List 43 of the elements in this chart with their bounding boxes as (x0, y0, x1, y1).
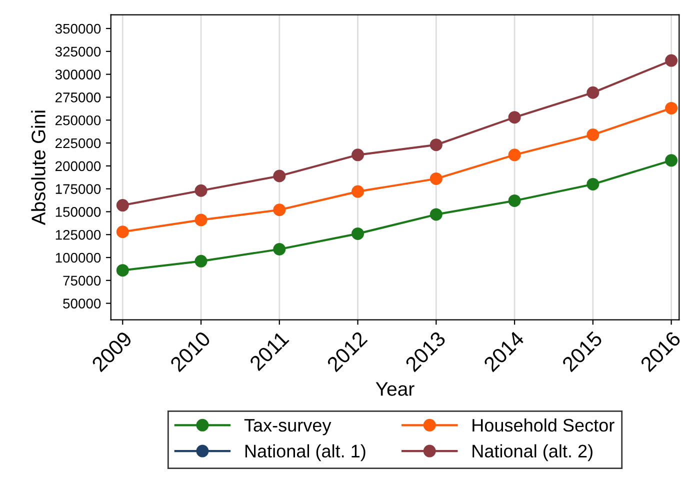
y-tick-label: 250000 (56, 115, 101, 126)
point (273, 243, 286, 256)
legend-label: Household Sector (472, 418, 614, 432)
y-tick-label: 50000 (63, 298, 101, 308)
point (194, 184, 208, 197)
point (352, 148, 364, 162)
point (430, 138, 442, 152)
legend-label: National (alt. 1) (245, 444, 366, 462)
y-tick-label: 300000 (55, 70, 101, 80)
y-tick-label: 275000 (56, 92, 101, 102)
point (665, 102, 678, 114)
y-tick-label: 200000 (56, 161, 101, 172)
y-tick-label: 100000 (56, 252, 101, 263)
legend-label: National (alt. 2) (472, 444, 592, 462)
y-tick-label: 225000 (56, 138, 101, 148)
point (430, 208, 442, 221)
point (273, 170, 286, 182)
y-tick-label: 325000 (55, 46, 101, 57)
y-tick-label: 350000 (55, 24, 101, 34)
point (430, 172, 442, 185)
point (586, 128, 600, 142)
legend-label: Tax-survey (244, 419, 332, 436)
point (586, 178, 600, 190)
point (273, 204, 286, 216)
y-tick-label: 175000 (56, 184, 101, 194)
point (194, 254, 208, 268)
point (665, 54, 678, 67)
y-tick-label: 75000 (63, 276, 101, 286)
point (116, 264, 129, 277)
x-axis-title: Year (376, 382, 414, 396)
point (508, 111, 521, 124)
point (116, 226, 129, 238)
point (508, 148, 521, 162)
point (194, 214, 208, 226)
y-tick-label: 150000 (56, 207, 101, 217)
point (508, 194, 521, 207)
point (586, 86, 600, 99)
point (116, 199, 129, 212)
point (352, 227, 364, 240)
y-tick-label: 125000 (56, 230, 101, 240)
point (352, 185, 364, 198)
y-axis-title: Absolute Gini (31, 110, 46, 226)
point (665, 154, 678, 167)
